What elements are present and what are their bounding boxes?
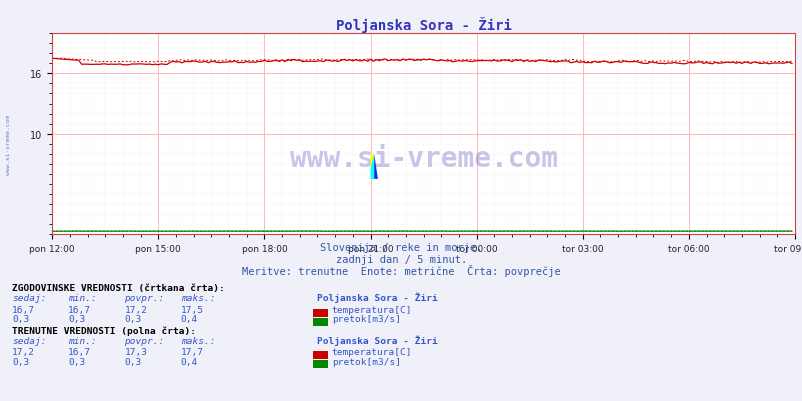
Text: sedaj:: sedaj: (12, 294, 47, 303)
Text: 0,3: 0,3 (68, 315, 85, 324)
Text: Poljanska Sora - Žiri: Poljanska Sora - Žiri (317, 292, 437, 303)
Text: povpr.:: povpr.: (124, 336, 164, 345)
Text: 0,4: 0,4 (180, 357, 197, 366)
Text: 17,5: 17,5 (180, 305, 204, 314)
Text: zadnji dan / 5 minut.: zadnji dan / 5 minut. (335, 255, 467, 265)
Text: min.:: min.: (68, 336, 97, 345)
Text: sedaj:: sedaj: (12, 336, 47, 345)
Text: Slovenija / reke in morje.: Slovenija / reke in morje. (320, 243, 482, 253)
Text: 16,7: 16,7 (12, 305, 35, 314)
Text: pretok[m3/s]: pretok[m3/s] (331, 357, 400, 366)
Text: www.si-vreme.com: www.si-vreme.com (6, 114, 11, 174)
Text: 16,7: 16,7 (68, 347, 91, 356)
Text: maks.:: maks.: (180, 294, 215, 303)
Text: temperatura[C]: temperatura[C] (331, 347, 411, 356)
Text: min.:: min.: (68, 294, 97, 303)
Text: 17,3: 17,3 (124, 347, 148, 356)
Text: povpr.:: povpr.: (124, 294, 164, 303)
Text: Meritve: trenutne  Enote: metrične  Črta: povprečje: Meritve: trenutne Enote: metrične Črta: … (242, 265, 560, 277)
Text: 0,3: 0,3 (124, 315, 141, 324)
Polygon shape (370, 154, 374, 180)
Title: Poljanska Sora - Žiri: Poljanska Sora - Žiri (335, 17, 511, 33)
Text: 0,3: 0,3 (12, 357, 29, 366)
Text: TRENUTNE VREDNOSTI (polna črta):: TRENUTNE VREDNOSTI (polna črta): (12, 325, 196, 335)
Text: ZGODOVINSKE VREDNOSTI (črtkana črta):: ZGODOVINSKE VREDNOSTI (črtkana črta): (12, 284, 225, 293)
Text: www.si-vreme.com: www.si-vreme.com (290, 144, 557, 172)
Text: temperatura[C]: temperatura[C] (331, 305, 411, 314)
Text: maks.:: maks.: (180, 336, 215, 345)
Text: 17,2: 17,2 (12, 347, 35, 356)
Polygon shape (374, 154, 378, 180)
Polygon shape (370, 154, 374, 169)
Text: pretok[m3/s]: pretok[m3/s] (331, 315, 400, 324)
Text: 0,3: 0,3 (12, 315, 29, 324)
Text: 16,7: 16,7 (68, 305, 91, 314)
Text: Poljanska Sora - Žiri: Poljanska Sora - Žiri (317, 334, 437, 345)
Text: 17,7: 17,7 (180, 347, 204, 356)
Text: 0,3: 0,3 (124, 357, 141, 366)
Text: 17,2: 17,2 (124, 305, 148, 314)
Text: 0,3: 0,3 (68, 357, 85, 366)
Text: 0,4: 0,4 (180, 315, 197, 324)
